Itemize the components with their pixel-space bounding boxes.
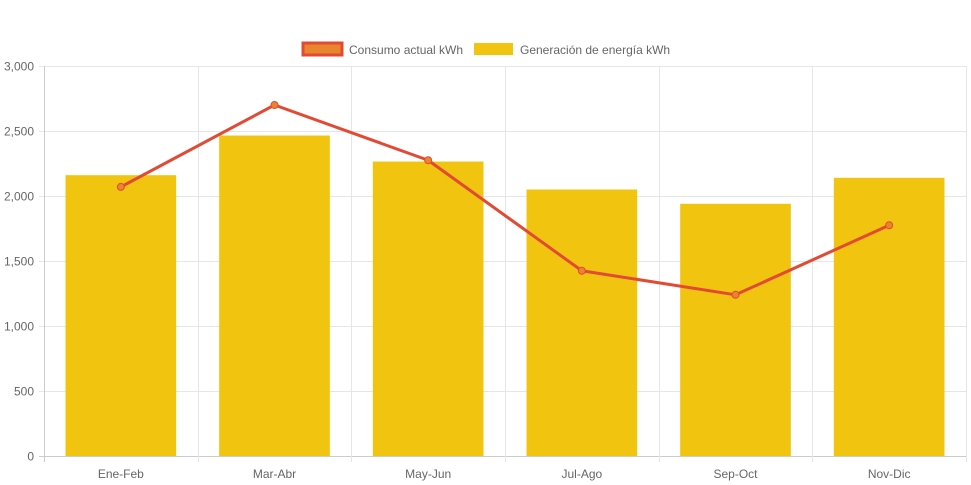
- x-tick-label: Ene-Feb: [98, 467, 144, 481]
- line-point[interactable]: [731, 290, 740, 299]
- line-point[interactable]: [116, 182, 125, 191]
- gridlines: [39, 66, 967, 462]
- legend-swatch-generacion[interactable]: [474, 43, 513, 55]
- y-tick-label: 1,500: [4, 255, 34, 269]
- series-line: [120, 103, 890, 297]
- bar[interactable]: [219, 135, 330, 457]
- x-tick-label: Sep-Oct: [713, 467, 758, 481]
- line-point[interactable]: [577, 266, 586, 275]
- bar[interactable]: [372, 161, 484, 457]
- y-tick-label: 500: [14, 385, 34, 399]
- x-tick-label: Nov-Dic: [868, 467, 911, 481]
- y-tick-label: 0: [27, 450, 34, 464]
- x-tick-label: Jul-Ago: [561, 467, 602, 481]
- line-point[interactable]: [270, 101, 279, 109]
- y-tick-label: 3,000: [4, 60, 34, 74]
- legend-label-consumo: Consumo actual kWh: [349, 43, 463, 57]
- x-axis: Ene-Feb Mar-Abr May-Jun Jul-Ago Sep-Oct Nov-D…: [98, 467, 911, 481]
- bar[interactable]: [65, 175, 177, 456]
- legend: Consumo actual kWh Generación de energía…: [301, 41, 670, 57]
- bar[interactable]: [526, 189, 638, 457]
- line-point[interactable]: [424, 156, 433, 165]
- y-axis: 0 500 1,000 1,500 2,000 2,500 3,000: [4, 60, 34, 464]
- y-tick-label: 1,000: [4, 320, 34, 334]
- line-point[interactable]: [885, 221, 894, 230]
- bar[interactable]: [680, 203, 791, 456]
- y-tick-label: 2,500: [4, 125, 34, 139]
- x-tick-label: Mar-Abr: [253, 467, 296, 481]
- y-tick-label: 2,000: [4, 190, 34, 204]
- line-series: [116, 101, 894, 299]
- legend-label-generacion: Generación de energía kWh: [520, 43, 670, 57]
- x-tick-label: May-Jun: [405, 467, 451, 481]
- legend-swatch-consumo[interactable]: [301, 41, 344, 57]
- bar[interactable]: [833, 177, 945, 457]
